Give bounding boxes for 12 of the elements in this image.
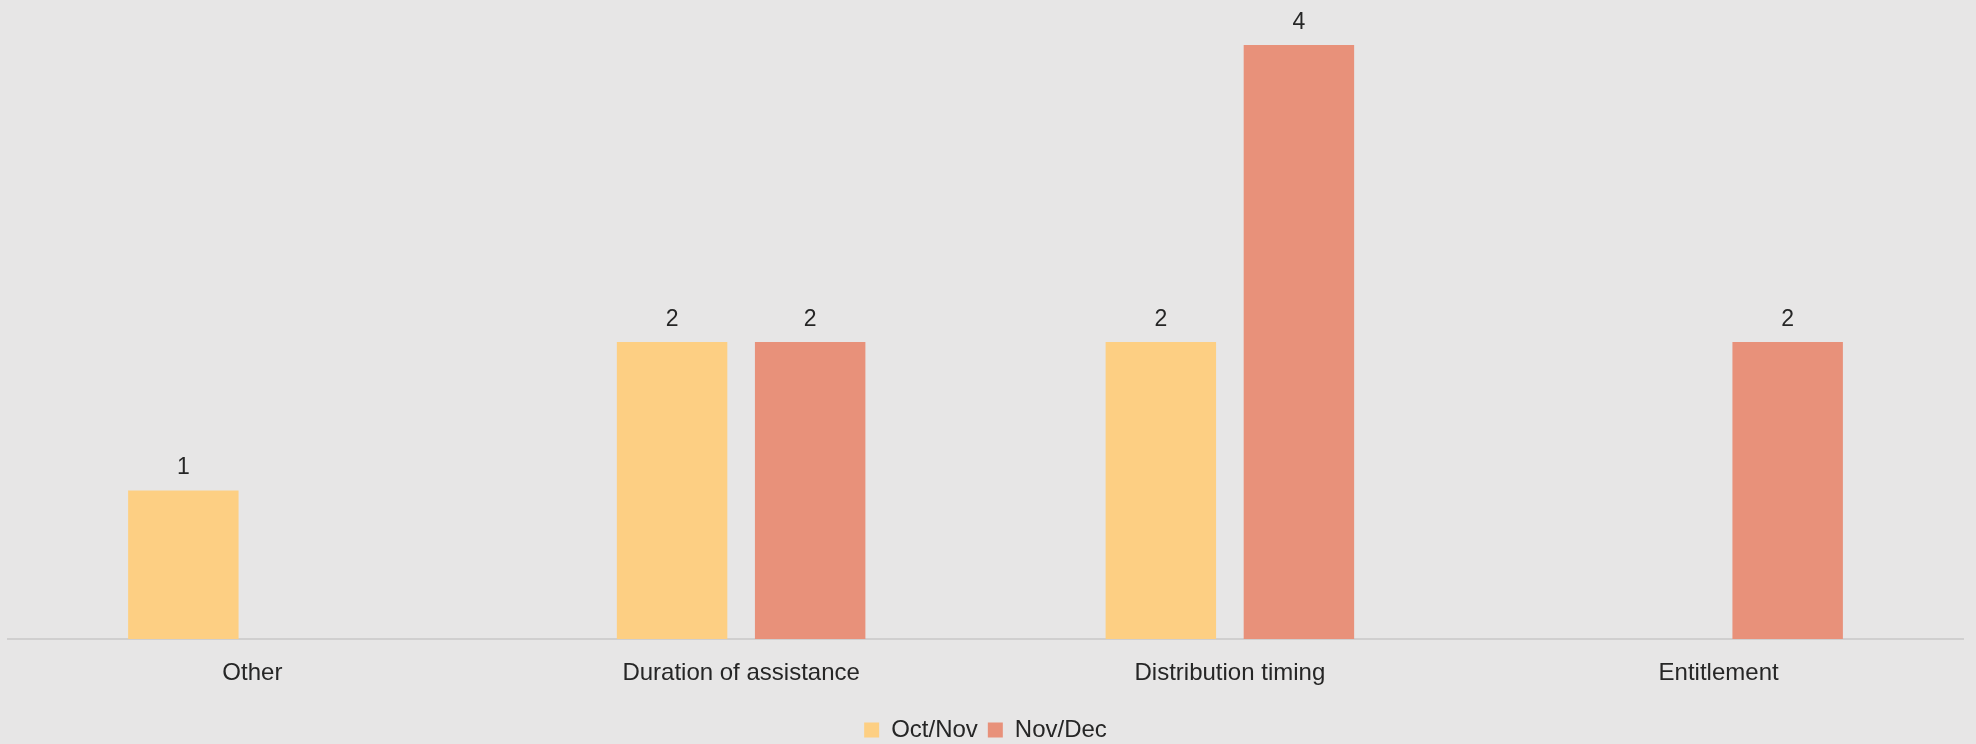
- x-tick-label: Distribution timing: [1134, 658, 1326, 686]
- data-label: 2: [665, 304, 679, 331]
- data-label: 1: [176, 453, 190, 480]
- data-label: 2: [1154, 304, 1168, 331]
- data-label: 2: [803, 304, 817, 331]
- data-label: 4: [1292, 7, 1306, 34]
- x-tick-label: Other: [222, 658, 283, 686]
- x-tick-label: Duration of assistance: [622, 658, 860, 686]
- legend-label: Nov/Dec: [1014, 714, 1107, 742]
- x-tick-label: Entitlement: [1658, 658, 1779, 686]
- legend-label: Oct/Nov: [891, 714, 978, 742]
- data-label: 2: [1781, 304, 1795, 331]
